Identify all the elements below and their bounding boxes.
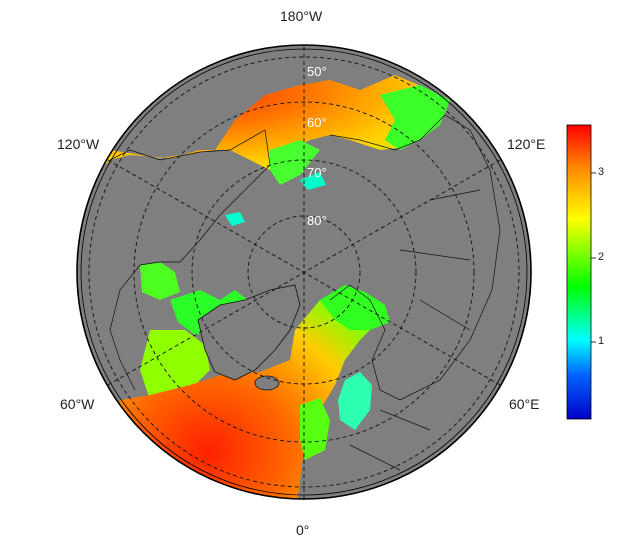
colorbar-label-2: 2 bbox=[598, 251, 605, 263]
bering-north-field bbox=[270, 140, 320, 185]
coast-n-america bbox=[109, 129, 271, 391]
lon-label-bottom: 0° bbox=[296, 522, 310, 538]
arctic-cyan-patch bbox=[225, 212, 245, 226]
lat-label-70: 70° bbox=[307, 165, 327, 180]
lon-label-lower-right: 60°E bbox=[509, 396, 540, 412]
meridian-120-300 bbox=[107, 159, 501, 386]
lon-label-upper-right: 120°E bbox=[507, 136, 546, 152]
east-siberian-patch bbox=[300, 172, 326, 190]
map-frame-inner bbox=[80, 48, 528, 496]
hudson-bay-field bbox=[140, 262, 180, 300]
lon-label-lower-left: 60°W bbox=[60, 396, 95, 412]
barents-sea-field bbox=[320, 285, 390, 330]
okhotsk-sea-field bbox=[380, 85, 450, 150]
north-pacific-field bbox=[77, 75, 440, 200]
greenland bbox=[197, 284, 301, 381]
lat-label-80: 80° bbox=[307, 213, 327, 228]
lat-label-50: 50° bbox=[307, 64, 327, 79]
colorbar bbox=[566, 124, 592, 420]
colorbar-label-1: 1 bbox=[598, 335, 605, 347]
labrador-sea-field bbox=[140, 330, 210, 400]
iceland bbox=[254, 375, 280, 391]
lon-label-top: 180°W bbox=[280, 8, 323, 24]
map-frame bbox=[76, 44, 532, 500]
lat-circle-50 bbox=[88, 56, 520, 488]
coast-eurasia bbox=[329, 114, 501, 401]
colorbar-label-3: 3 bbox=[598, 166, 605, 178]
baltic-sea-field bbox=[338, 372, 372, 430]
lat-label-60: 60° bbox=[307, 115, 327, 130]
lon-label-upper-left: 120°W bbox=[57, 136, 100, 152]
north-sea-field bbox=[300, 398, 330, 460]
country-borders bbox=[349, 189, 481, 471]
